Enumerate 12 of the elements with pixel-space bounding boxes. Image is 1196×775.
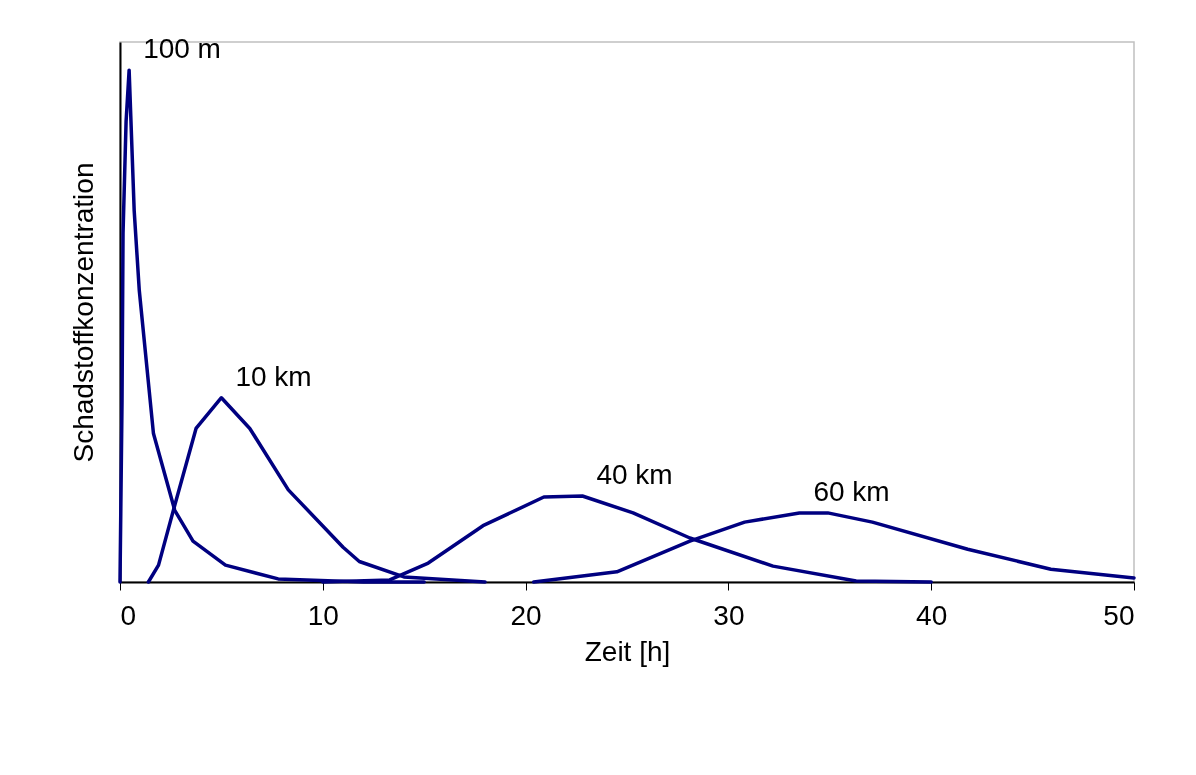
x-axis-title: Zeit [h]	[584, 635, 671, 667]
x-tick-label: 0	[120, 599, 137, 631]
y-axis-title: Schadstoffkonzentration	[67, 162, 99, 463]
series-label: 60 km	[813, 475, 890, 507]
x-tick-label: 50	[1103, 599, 1135, 631]
series-label: 10 km	[235, 360, 312, 392]
series-label: 100 m	[143, 33, 221, 65]
x-tick-label: 40	[916, 599, 948, 631]
x-tick-label: 10	[307, 599, 339, 631]
x-tick-label: 20	[510, 599, 542, 631]
series-label: 40 km	[596, 459, 673, 491]
x-tick-label: 30	[713, 599, 745, 631]
